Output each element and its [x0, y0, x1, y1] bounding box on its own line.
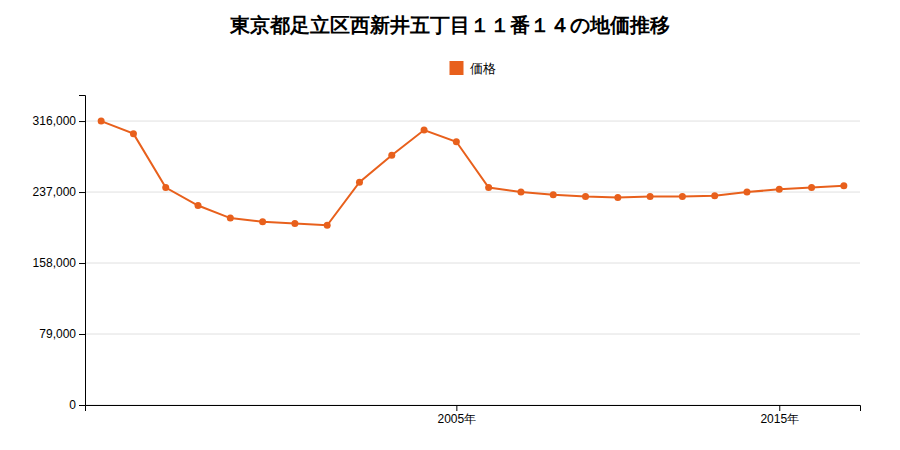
- tick-mark: [456, 405, 457, 411]
- point: [130, 130, 137, 137]
- point: [485, 184, 492, 191]
- point: [291, 220, 298, 227]
- grid-line: [85, 121, 860, 122]
- y-axis: 0 79,000 158,000 237,000 316,000: [33, 96, 86, 413]
- tick-label: 2005年: [438, 412, 477, 426]
- point: [162, 184, 169, 191]
- point: [614, 194, 621, 201]
- point: [227, 215, 234, 222]
- legend-swatch: [450, 61, 464, 75]
- tick-mark: [79, 405, 85, 406]
- marks: [98, 118, 848, 229]
- tick-mark: [79, 263, 85, 264]
- tick-label: 2015年: [760, 412, 799, 426]
- grid-line: [85, 263, 860, 264]
- tick-label: 79,000: [39, 327, 76, 341]
- point: [840, 182, 847, 189]
- y-tick: 237,000: [33, 185, 85, 199]
- point: [98, 118, 105, 125]
- tick-mark: [779, 405, 780, 411]
- chart: 東京都足立区西新井五丁目１１番１４の地価推移 2005年 2015年 0 79,000 1…: [0, 0, 900, 450]
- point: [743, 189, 750, 196]
- y-tick: 158,000: [33, 256, 85, 270]
- grid-line: [85, 334, 860, 335]
- axis-line: [86, 406, 861, 412]
- x-tick: 2015年: [760, 405, 799, 426]
- point: [356, 179, 363, 186]
- tick-label: 158,000: [33, 256, 77, 270]
- point: [259, 218, 266, 225]
- point: [388, 152, 395, 159]
- legend: 価格: [450, 61, 496, 76]
- tick-label: 316,000: [33, 114, 77, 128]
- tick-mark: [79, 192, 85, 193]
- point: [582, 193, 589, 200]
- x-tick: 2005年: [438, 405, 477, 426]
- point: [453, 138, 460, 145]
- title: 東京都足立区西新井五丁目１１番１４の地価推移: [229, 13, 670, 37]
- tick-mark: [79, 334, 85, 335]
- point: [421, 127, 428, 134]
- line: [101, 121, 844, 225]
- point: [679, 193, 686, 200]
- y-tick: 0: [69, 398, 85, 412]
- legend-item: 価格: [450, 61, 496, 76]
- point: [324, 222, 331, 229]
- tick-mark: [79, 121, 85, 122]
- plot-area: 2005年 2015年 0 79,000 158,000 237,000 316,000: [33, 96, 861, 426]
- tick-label: 237,000: [33, 185, 77, 199]
- point: [647, 193, 654, 200]
- axis-line: [79, 96, 86, 406]
- grid: [85, 121, 860, 405]
- point: [517, 189, 524, 196]
- y-tick: 316,000: [33, 114, 85, 128]
- point: [808, 184, 815, 191]
- x-axis: 2005年 2015年: [86, 405, 861, 426]
- point: [776, 186, 783, 193]
- tick-label: 0: [69, 398, 76, 412]
- legend-label: 価格: [470, 61, 496, 76]
- point: [711, 192, 718, 199]
- point: [550, 191, 557, 198]
- point: [195, 202, 202, 209]
- y-tick: 79,000: [39, 327, 85, 341]
